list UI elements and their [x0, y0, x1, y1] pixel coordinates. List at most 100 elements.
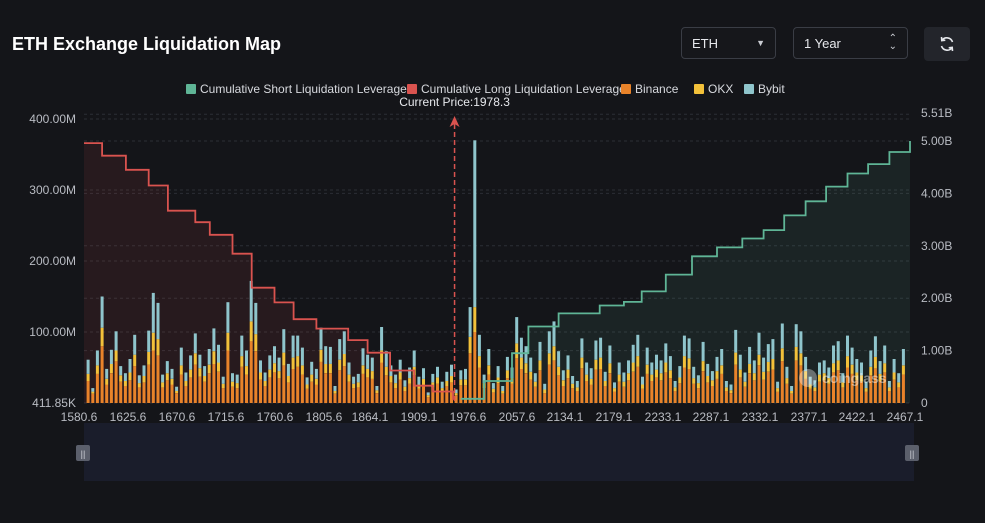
- symbol-select[interactable]: ETH ▼: [681, 27, 776, 59]
- bar-binance-95: [529, 379, 533, 403]
- bar-okx-124: [664, 362, 668, 373]
- bar-bybit-88: [496, 366, 500, 378]
- bar-binance-56: [347, 381, 351, 403]
- bar-binance-13: [147, 364, 151, 403]
- refresh-button[interactable]: [924, 27, 970, 61]
- bar-bybit-23: [193, 333, 197, 354]
- bar-okx-20: [179, 365, 183, 375]
- bar-binance-7: [119, 381, 123, 403]
- bar-bybit-128: [682, 335, 686, 357]
- bar-okx-154: [804, 371, 808, 379]
- bar-okx-67: [398, 372, 402, 380]
- bar-bybit-86: [487, 349, 491, 366]
- bar-okx-134: [710, 380, 714, 386]
- bar-bybit-64: [384, 351, 388, 367]
- bar-bybit-165: [855, 359, 859, 373]
- bar-okx-41: [277, 371, 281, 379]
- bar-okx-16: [161, 382, 165, 388]
- bar-okx-106: [580, 357, 584, 369]
- bar-okx-59: [361, 365, 365, 374]
- slider-handle-right[interactable]: [905, 445, 919, 461]
- bar-binance-105: [575, 390, 579, 403]
- bar-binance-147: [771, 369, 775, 403]
- bar-bybit-149: [780, 323, 784, 349]
- bar-bybit-74: [431, 373, 435, 383]
- bar-binance-134: [710, 386, 714, 403]
- coinglass-logo-icon: [799, 369, 817, 387]
- bar-bybit-140: [738, 354, 742, 370]
- bar-bybit-171: [883, 345, 887, 364]
- bar-okx-159: [827, 378, 831, 384]
- bar-binance-146: [766, 371, 770, 403]
- bar-bybit-122: [655, 354, 658, 370]
- slider-handle-left[interactable]: [76, 445, 90, 461]
- symbol-select-value: ETH: [692, 35, 718, 51]
- bar-binance-148: [776, 391, 780, 403]
- bar-bybit-54: [338, 339, 342, 360]
- page-title: ETH Exchange Liquidation Map: [12, 34, 282, 54]
- bar-binance-76: [440, 391, 444, 403]
- bar-binance-15: [156, 355, 160, 403]
- bar-bybit-9: [128, 359, 132, 373]
- bar-bybit-81: [464, 368, 467, 380]
- bar-binance-17: [165, 380, 169, 403]
- current-price-marker: Current Price:1978.3: [399, 95, 510, 403]
- bar-bybit-155: [808, 376, 812, 385]
- bar-bybit-170: [878, 361, 882, 374]
- bar-binance-31: [231, 386, 234, 403]
- bar-bybit-11: [137, 375, 141, 384]
- bar-okx-56: [347, 374, 351, 382]
- bar-binance-91: [510, 383, 514, 403]
- bar-binance-175: [901, 374, 905, 403]
- bar-binance-50: [319, 361, 323, 403]
- bar-binance-100: [552, 360, 556, 403]
- bar-binance-138: [729, 393, 733, 403]
- bar-bybit-42: [282, 329, 286, 353]
- bar-bybit-41: [277, 357, 281, 372]
- bar-bybit-124: [664, 343, 668, 363]
- x-tick-1: 1625.6: [110, 410, 147, 424]
- bar-bybit-29: [221, 376, 225, 384]
- bar-okx-76: [440, 388, 444, 392]
- long-cumulative-area: [84, 143, 453, 403]
- bar-bybit-25: [203, 366, 207, 376]
- bar-okx-94: [524, 363, 528, 374]
- bar-binance-20: [179, 374, 183, 403]
- bar-binance-113: [613, 391, 616, 403]
- bar-binance-106: [580, 368, 584, 403]
- bar-okx-92: [515, 343, 519, 359]
- bar-okx-57: [352, 383, 356, 389]
- bar-binance-67: [398, 379, 402, 403]
- bar-binance-21: [184, 386, 188, 403]
- range-select[interactable]: 1 Year ⌃ ⌄: [793, 27, 908, 59]
- bar-okx-32: [235, 383, 239, 389]
- bar-bybit-152: [794, 324, 798, 347]
- bar-binance-174: [897, 387, 901, 403]
- bar-binance-98: [543, 393, 547, 403]
- bar-okx-163: [846, 356, 849, 368]
- bar-bybit-39: [268, 355, 272, 370]
- bar-binance-61: [370, 378, 374, 403]
- bar-bybit-92: [515, 317, 519, 344]
- bar-binance-144: [757, 365, 761, 403]
- bar-okx-64: [384, 366, 388, 376]
- bar-binance-170: [878, 381, 882, 403]
- bar-okx-110: [599, 357, 603, 369]
- bar-bybit-99: [547, 331, 551, 354]
- bar-bybit-113: [613, 382, 616, 389]
- bar-binance-149: [780, 361, 784, 403]
- bar-bybit-158: [822, 360, 826, 374]
- bar-bybit-175: [901, 349, 905, 366]
- bar-bybit-110: [599, 337, 603, 358]
- x-tick-14: 2332.1: [742, 410, 779, 424]
- bar-binance-51: [324, 373, 328, 403]
- bar-bybit-5: [109, 349, 113, 364]
- bar-binance-3: [100, 346, 104, 403]
- watermark: coinglass: [799, 369, 887, 387]
- bar-binance-155: [808, 388, 812, 403]
- y-left-tick-4: 400.00M: [29, 112, 76, 126]
- x-tick-7: 1909.1: [401, 410, 438, 424]
- bar-bybit-68: [403, 380, 407, 387]
- bar-binance-99: [547, 364, 551, 403]
- bar-okx-144: [757, 354, 761, 366]
